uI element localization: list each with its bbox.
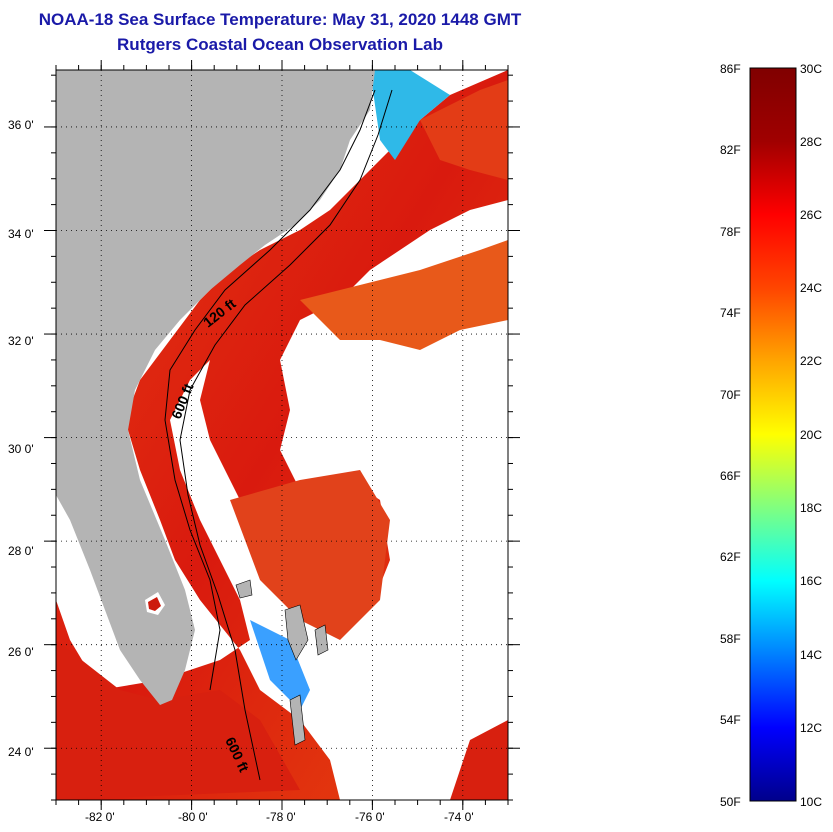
colorbar-c-label: 12C [800, 721, 823, 735]
colorbar-c-label: 30C [800, 62, 823, 76]
sst-region-bahamas [230, 470, 390, 640]
colorbar-c-label: 16C [800, 574, 823, 588]
colorbar-f-label: 82F [720, 143, 741, 157]
lat-label: 30 0' [8, 442, 34, 456]
colorbar-f-label: 86F [720, 62, 741, 76]
colorbar [749, 67, 797, 802]
contour-120ft [164, 89, 376, 691]
colorbar-f-label: 62F [720, 550, 741, 564]
colorbar-f-label: 70F [720, 388, 741, 402]
contour-600ft [179, 89, 393, 781]
lat-label: 26 0' [8, 645, 34, 659]
lat-label: 32 0' [8, 334, 34, 348]
colorbar-f-label: 74F [720, 306, 741, 320]
sst-region-southeast [450, 720, 508, 800]
colorbar-c-label: 14C [800, 648, 823, 662]
lon-label: -76 0' [355, 810, 385, 824]
colorbar-c-label: 24C [800, 281, 823, 295]
colorbar-c-label: 20C [800, 428, 823, 442]
lon-label: -74 0' [444, 810, 474, 824]
sst-region-cool-bank [250, 620, 310, 710]
colorbar-c-label: 10C [800, 795, 823, 809]
sst-region-offshore-east [300, 240, 508, 350]
colorbar-f-label: 66F [720, 469, 741, 483]
map-subtitle: Rutgers Coastal Ocean Observation Lab [117, 35, 443, 54]
axis-ticks [44, 60, 520, 810]
sst-region-northeast [420, 80, 508, 180]
map-title: NOAA-18 Sea Surface Temperature: May 31,… [38, 10, 522, 29]
sst-region-warm-gulf [56, 640, 300, 800]
colorbar-c-label: 26C [800, 208, 823, 222]
colorbar-c-label: 28C [800, 135, 823, 149]
lat-label: 34 0' [8, 227, 34, 241]
bahamas-islands [235, 579, 329, 746]
lon-label: -80 0' [178, 810, 208, 824]
lat-label: 24 0' [8, 745, 34, 759]
sst-region-cool-shelf [370, 70, 450, 160]
colorbar-f-label: 54F [720, 713, 741, 727]
colorbar-f-label: 78F [720, 225, 741, 239]
colorbar-c-label: 22C [800, 354, 823, 368]
colorbar-f-label: 58F [720, 632, 741, 646]
colorbar-c-label: 18C [800, 501, 823, 515]
colorbar-f-label: 50F [720, 795, 741, 809]
lon-label: -78 0' [266, 810, 296, 824]
graticule [56, 70, 508, 800]
lat-label: 36 0' [8, 118, 34, 132]
lat-label: 28 0' [8, 544, 34, 558]
lon-label: -82 0' [85, 810, 115, 824]
land-mass [56, 70, 375, 705]
lake-okeechobee-sst [148, 597, 161, 611]
